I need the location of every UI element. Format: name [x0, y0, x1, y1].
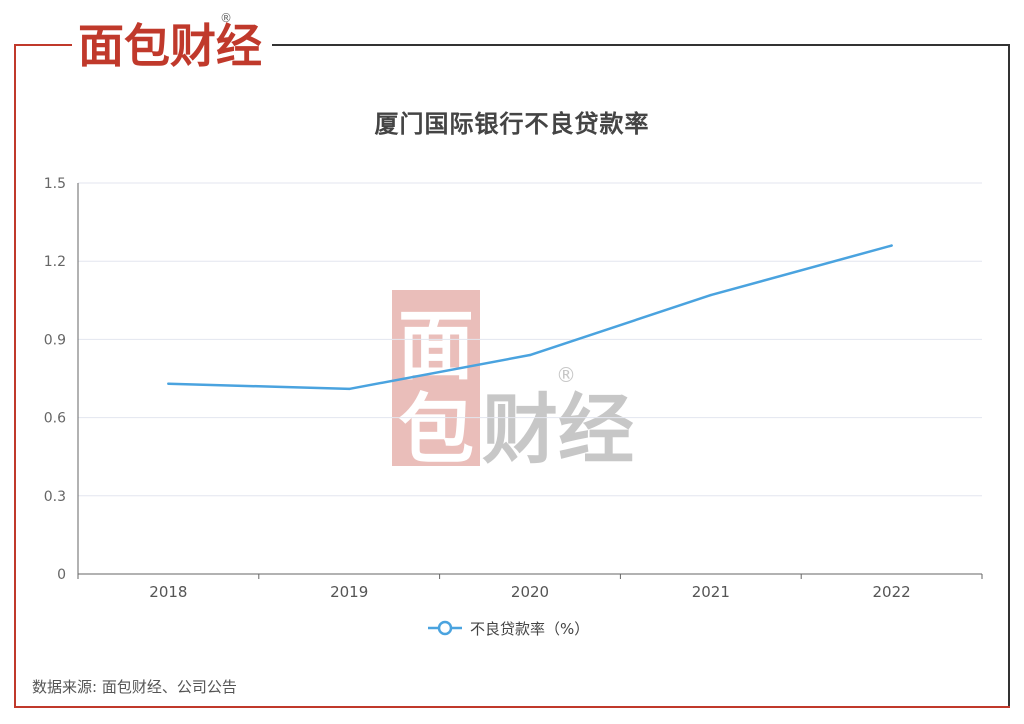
data-point — [890, 244, 893, 247]
y-tick-label: 0 — [57, 567, 66, 583]
y-tick-label: 1.5 — [44, 176, 66, 192]
watermark-glyph-bottom: 包 — [398, 385, 474, 474]
frame-top-accent — [14, 44, 72, 46]
brand-logo-glyphs: 面包财经 — [78, 19, 262, 72]
y-tick-label: 0.3 — [44, 489, 66, 505]
x-tick-label: 2021 — [692, 583, 730, 601]
watermark: 面 包 财经 ® — [392, 290, 634, 474]
frame-right-border — [1008, 44, 1010, 708]
x-tick-label: 2020 — [511, 583, 549, 601]
brand-logo: 面包财经 ® — [76, 8, 270, 72]
y-tick-label: 0.9 — [44, 332, 66, 348]
chart-legend[interactable]: 不良贷款率（%） — [426, 616, 589, 640]
frame-left-border — [14, 44, 16, 708]
data-point — [348, 387, 351, 391]
legend-label: 不良贷款率（%） — [470, 619, 590, 638]
y-tick-label: 1.2 — [44, 254, 66, 270]
x-tick-label: 2022 — [873, 583, 911, 601]
series-line-0 — [167, 244, 893, 391]
chart-series — [167, 244, 893, 391]
chart-axes: 0 0.3 0.6 0.9 1.2 1.5 2018 2019 2020 2021 2022 — [44, 176, 983, 601]
x-tick-label: 2018 — [149, 583, 187, 601]
x-tick-label: 2019 — [330, 583, 368, 601]
data-source-note: 数据来源: 面包财经、公司公告 — [32, 678, 237, 696]
frame-top-border — [272, 44, 1010, 46]
watermark-glyph-right: 财经 — [482, 385, 634, 474]
legend-line-circle-icon — [428, 620, 462, 636]
frame-bottom-border — [14, 706, 1010, 708]
brand-registered-mark: ® — [220, 11, 232, 25]
data-point — [167, 382, 170, 385]
data-point — [709, 293, 712, 297]
y-tick-label: 0.6 — [44, 411, 66, 427]
watermark-glyph-top: 面 — [398, 301, 474, 390]
brand-logo-image: 面包财经 ® — [78, 11, 262, 72]
chart-grid — [78, 182, 982, 497]
chart-title: 厦门国际银行不良贷款率 — [374, 110, 650, 138]
data-point — [528, 353, 532, 357]
watermark-registered-mark: ® — [556, 363, 576, 387]
